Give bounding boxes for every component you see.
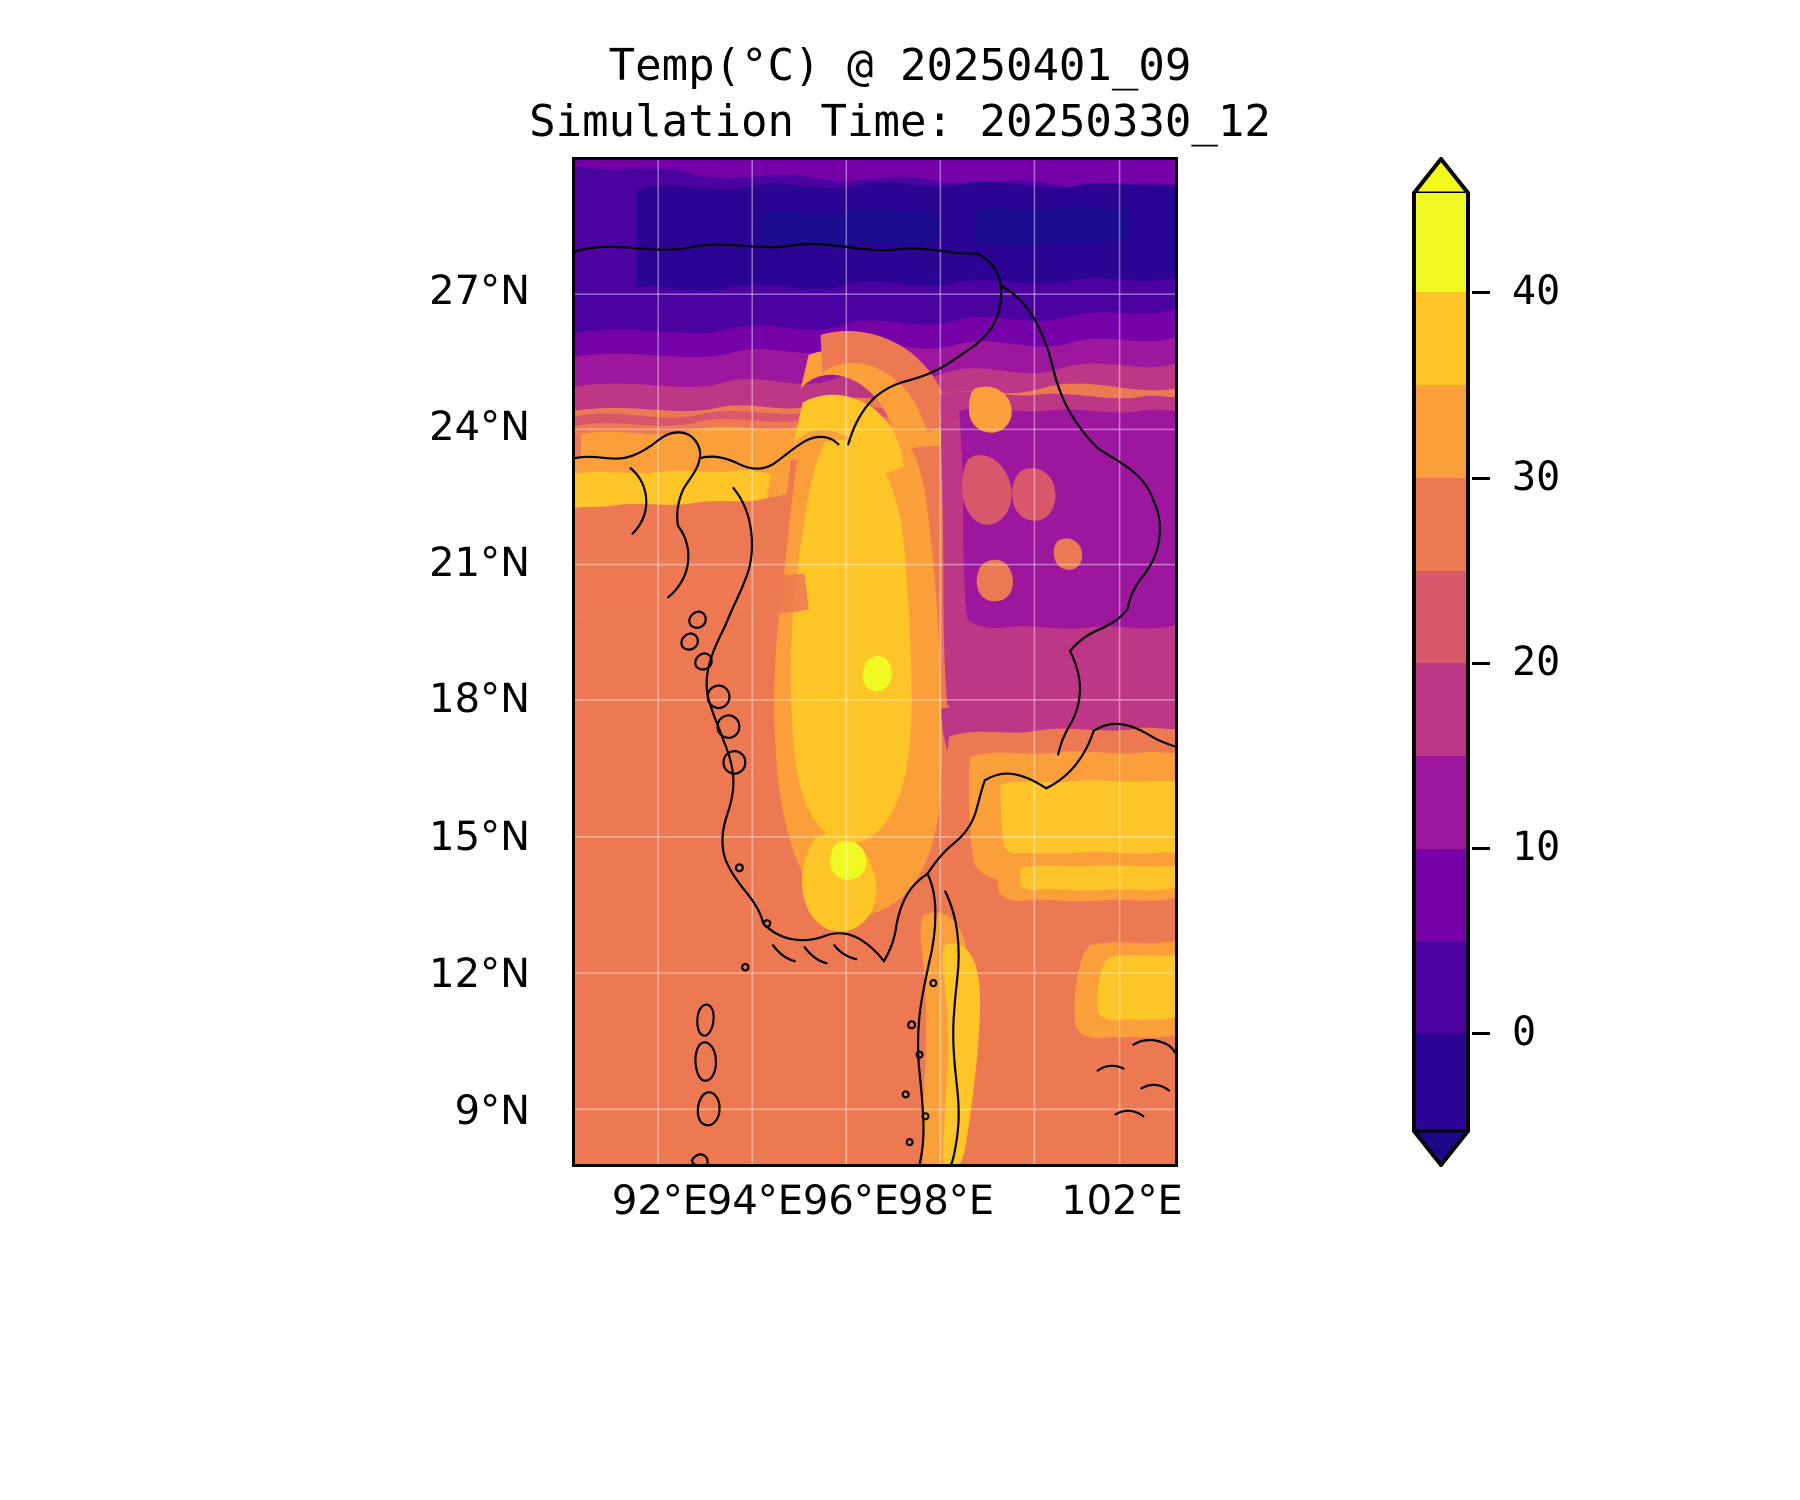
cbar-tickmark-30 bbox=[1472, 477, 1490, 480]
chart-title-line-1: Temp(°C) @ 20250401_09 bbox=[608, 40, 1192, 91]
ytick-label-9n: 9°N bbox=[454, 1088, 530, 1134]
cbar-tickmark-20 bbox=[1472, 662, 1490, 665]
ytick-label-18n: 18°N bbox=[429, 676, 530, 722]
colorbar-gradient bbox=[1412, 157, 1470, 1167]
xtick-label-102e: 102°E bbox=[1061, 1178, 1183, 1224]
ytick-label-27n: 27°N bbox=[429, 268, 530, 314]
cbar-tickmark-0 bbox=[1472, 1032, 1490, 1035]
cbar-tickmark-10 bbox=[1472, 847, 1490, 850]
ytick-label-12n: 12°N bbox=[429, 951, 530, 997]
temperature-contour-map bbox=[575, 160, 1175, 1164]
cbar-tick-label-20: 20 bbox=[1512, 639, 1561, 685]
map-plot-area[interactable] bbox=[572, 157, 1178, 1167]
colorbar[interactable] bbox=[1412, 157, 1470, 1167]
chart-title-block: Temp(°C) @ 20250401_09 Simulation Time: … bbox=[0, 38, 1800, 150]
ytick-label-21n: 21°N bbox=[429, 540, 530, 586]
cbar-tick-label-10: 10 bbox=[1512, 824, 1561, 870]
xtick-label-94e: 94°E bbox=[706, 1178, 804, 1224]
ytick-label-15n: 15°N bbox=[429, 814, 530, 860]
xtick-label-98e: 98°E bbox=[897, 1178, 995, 1224]
cbar-tick-label-40: 40 bbox=[1512, 268, 1561, 314]
xtick-label-96e: 96°E bbox=[802, 1178, 900, 1224]
chart-title-line-2: Simulation Time: 20250330_12 bbox=[529, 96, 1271, 147]
xtick-label-92e: 92°E bbox=[611, 1178, 709, 1224]
cbar-tick-label-0: 0 bbox=[1512, 1009, 1537, 1055]
cbar-tickmark-40 bbox=[1472, 291, 1490, 294]
ytick-label-24n: 24°N bbox=[429, 404, 530, 450]
cbar-tick-label-30: 30 bbox=[1512, 454, 1561, 500]
